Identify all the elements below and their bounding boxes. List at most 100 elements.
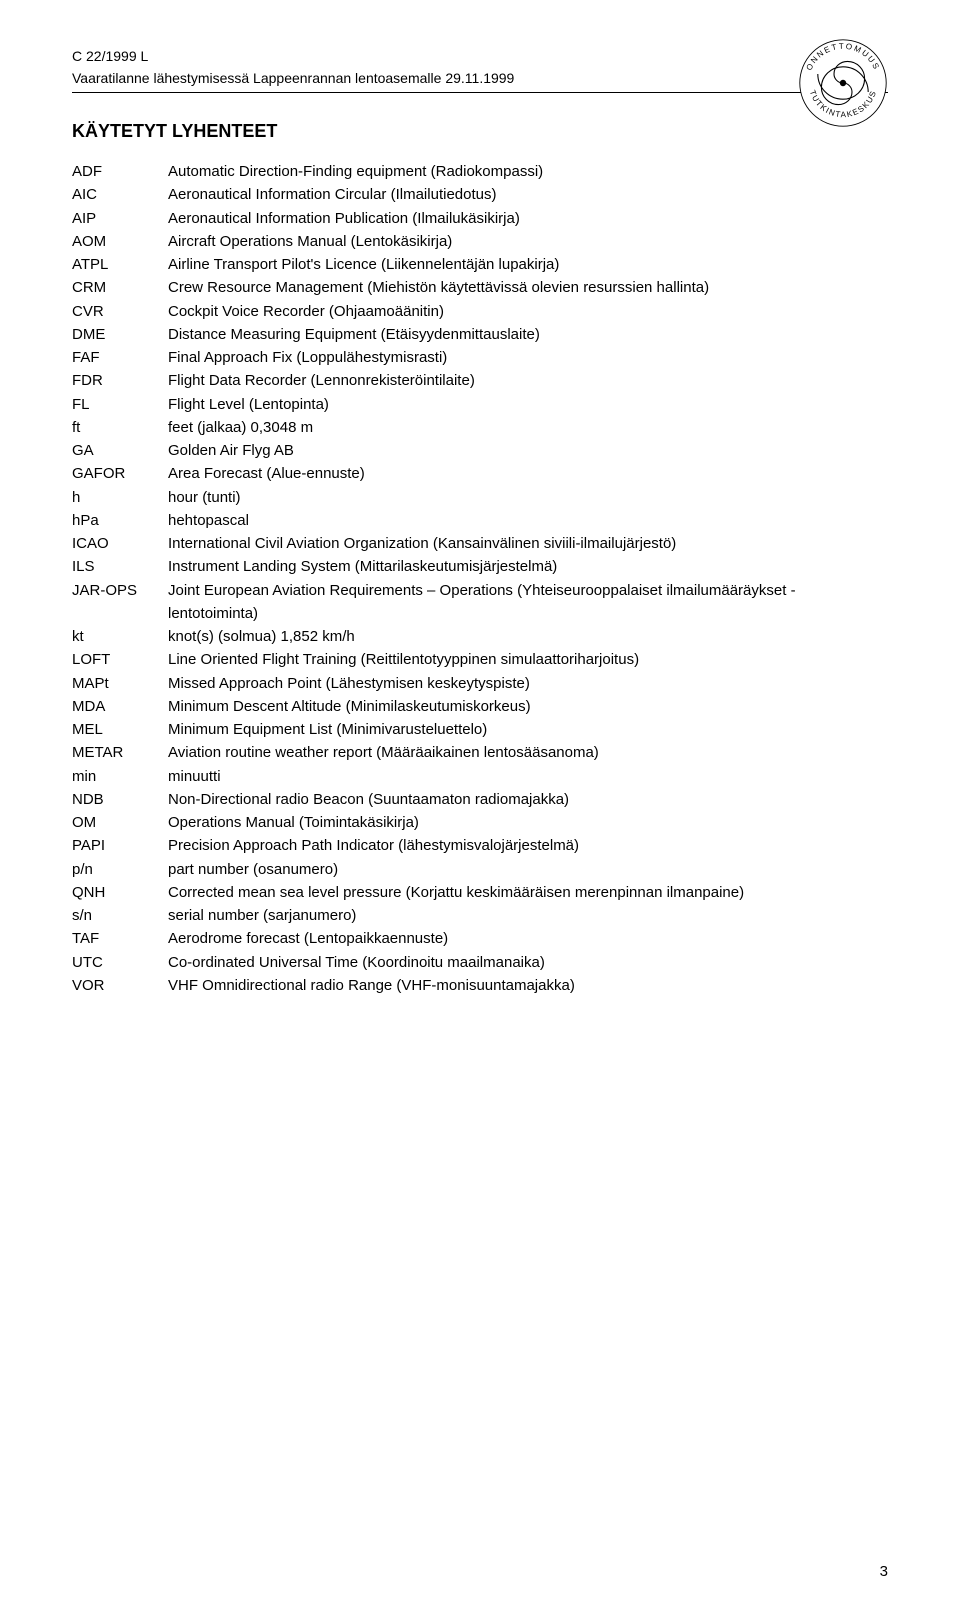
abbr-row: FDRFlight Data Recorder (Lennonrekisterö…	[72, 369, 888, 392]
abbr-term: ATPL	[72, 253, 168, 276]
abbr-definition: Golden Air Flyg AB	[168, 439, 888, 462]
abbr-definition: Aeronautical Information Circular (Ilmai…	[168, 183, 888, 206]
abbr-definition: VHF Omnidirectional radio Range (VHF-mon…	[168, 974, 888, 997]
abbr-term: AOM	[72, 230, 168, 253]
agency-logo: ONNETTOMUUS TUTKINTAKESKUS	[798, 38, 888, 128]
abbr-term: p/n	[72, 858, 168, 881]
abbr-term: h	[72, 486, 168, 509]
abbr-definition: Joint European Aviation Requirements – O…	[168, 579, 888, 626]
abbr-row: GAGolden Air Flyg AB	[72, 439, 888, 462]
abbr-row: FAFFinal Approach Fix (Loppulähestymisra…	[72, 346, 888, 369]
abbr-row: minminuutti	[72, 765, 888, 788]
abbr-row: VORVHF Omnidirectional radio Range (VHF-…	[72, 974, 888, 997]
abbr-row: PAPIPrecision Approach Path Indicator (l…	[72, 834, 888, 857]
abbr-definition: Flight Level (Lentopinta)	[168, 393, 888, 416]
abbr-term: FL	[72, 393, 168, 416]
abbr-row: ftfeet (jalkaa) 0,3048 m	[72, 416, 888, 439]
abbr-definition: Corrected mean sea level pressure (Korja…	[168, 881, 888, 904]
header-divider	[72, 92, 888, 93]
abbr-definition: Line Oriented Flight Training (Reittilen…	[168, 648, 888, 671]
abbr-term: NDB	[72, 788, 168, 811]
abbr-definition: Crew Resource Management (Miehistön käyt…	[168, 276, 888, 299]
abbr-term: GA	[72, 439, 168, 462]
abbr-term: OM	[72, 811, 168, 834]
section-title: KÄYTETYT LYHENTEET	[72, 121, 888, 142]
abbr-definition: Non-Directional radio Beacon (Suuntaamat…	[168, 788, 888, 811]
abbr-row: NDBNon-Directional radio Beacon (Suuntaa…	[72, 788, 888, 811]
abbr-term: MAPt	[72, 672, 168, 695]
abbr-definition: Aeronautical Information Publication (Il…	[168, 207, 888, 230]
abbr-row: TAFAerodrome forecast (Lentopaikkaennust…	[72, 927, 888, 950]
abbr-definition: Automatic Direction-Finding equipment (R…	[168, 160, 888, 183]
abbr-term: ILS	[72, 555, 168, 578]
abbr-definition: Minimum Equipment List (Minimivarustelue…	[168, 718, 888, 741]
abbr-definition: International Civil Aviation Organizatio…	[168, 532, 888, 555]
abbr-definition: Cockpit Voice Recorder (Ohjaamoäänitin)	[168, 300, 888, 323]
abbr-row: UTCCo-ordinated Universal Time (Koordino…	[72, 951, 888, 974]
page-number: 3	[880, 1563, 888, 1580]
abbr-term: METAR	[72, 741, 168, 764]
abbr-term: VOR	[72, 974, 168, 997]
abbr-row: ATPLAirline Transport Pilot's Licence (L…	[72, 253, 888, 276]
abbr-definition: Minimum Descent Altitude (Minimilaskeutu…	[168, 695, 888, 718]
abbr-row: AICAeronautical Information Circular (Il…	[72, 183, 888, 206]
abbr-term: JAR-OPS	[72, 579, 168, 626]
abbr-row: ILSInstrument Landing System (Mittarilas…	[72, 555, 888, 578]
abbr-row: ICAOInternational Civil Aviation Organiz…	[72, 532, 888, 555]
abbr-definition: Precision Approach Path Indicator (lähes…	[168, 834, 888, 857]
abbr-term: s/n	[72, 904, 168, 927]
abbr-row: s/nserial number (sarjanumero)	[72, 904, 888, 927]
abbr-row: OMOperations Manual (Toimintakäsikirja)	[72, 811, 888, 834]
abbr-term: AIP	[72, 207, 168, 230]
document-subtitle: Vaaratilanne lähestymisessä Lappeenranna…	[72, 70, 888, 86]
abbr-term: min	[72, 765, 168, 788]
abbr-definition: Distance Measuring Equipment (Etäisyyden…	[168, 323, 888, 346]
abbr-term: UTC	[72, 951, 168, 974]
abbr-term: PAPI	[72, 834, 168, 857]
abbr-row: METARAviation routine weather report (Mä…	[72, 741, 888, 764]
abbr-row: AIPAeronautical Information Publication …	[72, 207, 888, 230]
abbr-definition: Co-ordinated Universal Time (Koordinoitu…	[168, 951, 888, 974]
abbr-definition: Operations Manual (Toimintakäsikirja)	[168, 811, 888, 834]
abbr-term: CRM	[72, 276, 168, 299]
abbr-row: p/npart number (osanumero)	[72, 858, 888, 881]
abbr-definition: Airline Transport Pilot's Licence (Liike…	[168, 253, 888, 276]
abbr-term: hPa	[72, 509, 168, 532]
abbr-term: AIC	[72, 183, 168, 206]
abbr-definition: Instrument Landing System (Mittarilaskeu…	[168, 555, 888, 578]
abbr-term: ADF	[72, 160, 168, 183]
abbr-term: ft	[72, 416, 168, 439]
abbr-row: CRMCrew Resource Management (Miehistön k…	[72, 276, 888, 299]
abbr-row: FLFlight Level (Lentopinta)	[72, 393, 888, 416]
abbr-row: LOFTLine Oriented Flight Training (Reitt…	[72, 648, 888, 671]
abbr-row: hhour (tunti)	[72, 486, 888, 509]
spiral-seal-icon: ONNETTOMUUS TUTKINTAKESKUS	[798, 38, 888, 128]
abbr-definition: Final Approach Fix (Loppulähestymisrasti…	[168, 346, 888, 369]
abbr-row: hPahehtopascal	[72, 509, 888, 532]
abbr-term: MDA	[72, 695, 168, 718]
abbr-row: ADFAutomatic Direction-Finding equipment…	[72, 160, 888, 183]
abbr-row: MDAMinimum Descent Altitude (Minimilaske…	[72, 695, 888, 718]
abbr-definition: part number (osanumero)	[168, 858, 888, 881]
abbr-definition: Aerodrome forecast (Lentopaikkaennuste)	[168, 927, 888, 950]
document-code: C 22/1999 L	[72, 48, 888, 64]
abbr-definition: minuutti	[168, 765, 888, 788]
abbr-row: JAR-OPSJoint European Aviation Requireme…	[72, 579, 888, 626]
abbr-term: ICAO	[72, 532, 168, 555]
document-page: C 22/1999 L Vaaratilanne lähestymisessä …	[0, 0, 960, 1620]
abbr-term: FAF	[72, 346, 168, 369]
abbr-definition: Area Forecast (Alue-ennuste)	[168, 462, 888, 485]
abbr-definition: hour (tunti)	[168, 486, 888, 509]
abbr-row: ktknot(s) (solmua) 1,852 km/h	[72, 625, 888, 648]
abbr-row: MELMinimum Equipment List (Minimivaruste…	[72, 718, 888, 741]
abbr-term: CVR	[72, 300, 168, 323]
abbr-definition: Missed Approach Point (Lähestymisen kesk…	[168, 672, 888, 695]
abbr-definition: Flight Data Recorder (Lennonrekisteröint…	[168, 369, 888, 392]
abbr-term: MEL	[72, 718, 168, 741]
abbr-row: GAFORArea Forecast (Alue-ennuste)	[72, 462, 888, 485]
abbr-term: LOFT	[72, 648, 168, 671]
abbreviations-table: ADFAutomatic Direction-Finding equipment…	[72, 160, 888, 997]
abbr-definition: hehtopascal	[168, 509, 888, 532]
abbr-row: QNHCorrected mean sea level pressure (Ko…	[72, 881, 888, 904]
abbr-term: TAF	[72, 927, 168, 950]
